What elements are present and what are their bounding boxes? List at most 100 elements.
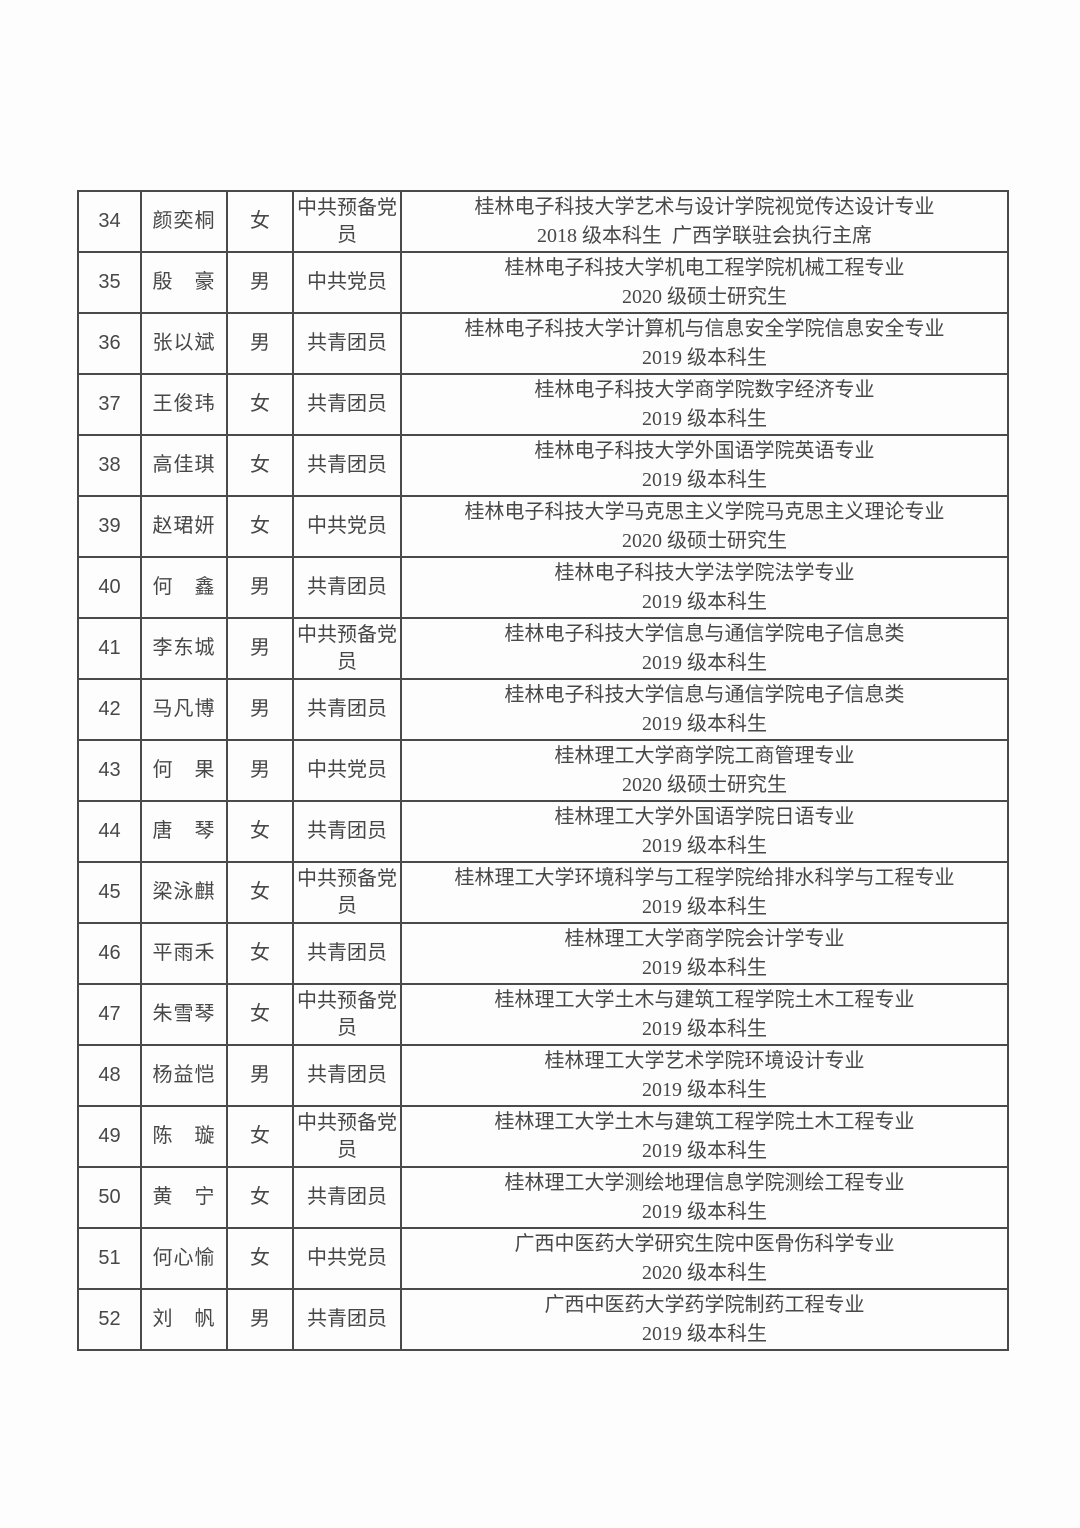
cell-number: 38 (77, 434, 142, 497)
cell-gender: 女 (226, 434, 294, 497)
cell-description: 桂林理工大学土木与建筑工程学院土木工程专业 2019 级本科生 (400, 983, 1009, 1046)
cell-description: 桂林电子科技大学法学院法学专业 2019 级本科生 (400, 556, 1009, 619)
description-line: 桂林电子科技大学机电工程学院机械工程专业 (504, 256, 905, 279)
cell-status: 共青团员 (292, 922, 402, 985)
description-line: 2019 级本科生 (642, 1322, 767, 1345)
cell-status: 中共预备党员 (292, 617, 402, 680)
cell-name: 唐 琴 (140, 800, 228, 863)
cell-number: 35 (77, 251, 142, 314)
description-line: 桂林理工大学测绘地理信息学院测绘工程专业 (504, 1171, 905, 1194)
cell-description: 桂林电子科技大学艺术与设计学院视觉传达设计专业 2018 级本科生 广西学联驻会执… (400, 190, 1009, 253)
cell-name: 马凡博 (140, 678, 228, 741)
cell-gender: 男 (226, 739, 294, 802)
cell-gender: 女 (226, 1105, 294, 1168)
cell-number: 34 (77, 190, 142, 253)
description-line: 2019 级本科生 (642, 1078, 767, 1101)
table-row: 43 何 果男中共党员 桂林理工大学商学院工商管理专业 2020 级硕士研究生 (77, 739, 1009, 802)
cell-name: 平雨禾 (140, 922, 228, 985)
cell-number: 37 (77, 373, 142, 436)
cell-gender: 男 (226, 617, 294, 680)
table-row: 40 何 鑫男共青团员 桂林电子科技大学法学院法学专业 2019 级本科生 (77, 556, 1009, 619)
table-row: 42 马凡博男共青团员 桂林电子科技大学信息与通信学院电子信息类 2019 级本科生 (77, 678, 1009, 741)
cell-description: 桂林电子科技大学信息与通信学院电子信息类 2019 级本科生 (400, 678, 1009, 741)
cell-status: 共青团员 (292, 1166, 402, 1229)
cell-name: 赵珺妍 (140, 495, 228, 558)
table-row: 35 殷 豪男中共党员 桂林电子科技大学机电工程学院机械工程专业 2020 级硕士研究… (77, 251, 1009, 314)
cell-gender: 女 (226, 922, 294, 985)
table-row: 45 梁泳麒女中共预备党员 桂林理工大学环境科学与工程学院给排水科学与工程专业 201… (77, 861, 1009, 924)
cell-name: 何 果 (140, 739, 228, 802)
description-line: 2019 级本科生 (642, 346, 767, 369)
description-line: 2019 级本科生 (642, 834, 767, 857)
cell-number: 48 (77, 1044, 142, 1107)
cell-number: 49 (77, 1105, 142, 1168)
cell-name: 黄 宁 (140, 1166, 228, 1229)
description-line: 2019 级本科生 (642, 712, 767, 735)
cell-description: 桂林理工大学测绘地理信息学院测绘工程专业 2019 级本科生 (400, 1166, 1009, 1229)
cell-number: 39 (77, 495, 142, 558)
cell-number: 50 (77, 1166, 142, 1229)
description-line: 2020 级硕士研究生 (622, 773, 787, 796)
cell-number: 45 (77, 861, 142, 924)
table-row: 51 何心愉女中共党员 广西中医药大学研究生院中医骨伤科学专业 2020 级本科生 (77, 1227, 1009, 1290)
table-row: 38 高佳琪女共青团员 桂林电子科技大学外国语学院英语专业 2019 级本科生 (77, 434, 1009, 497)
table-row: 46 平雨禾女共青团员 桂林理工大学商学院会计学专业 2019 级本科生 (77, 922, 1009, 985)
cell-status: 中共预备党员 (292, 1105, 402, 1168)
cell-number: 44 (77, 800, 142, 863)
cell-gender: 男 (226, 1288, 294, 1351)
cell-description: 桂林电子科技大学机电工程学院机械工程专业 2020 级硕士研究生 (400, 251, 1009, 314)
cell-name: 陈 璇 (140, 1105, 228, 1168)
description-line: 广西中医药大学研究生院中医骨伤科学专业 (514, 1232, 895, 1255)
description-line: 2019 级本科生 (642, 590, 767, 613)
table-row: 36 张以斌男共青团员 桂林电子科技大学计算机与信息安全学院信息安全专业 2019 级… (77, 312, 1009, 375)
cell-status: 共青团员 (292, 1044, 402, 1107)
cell-number: 41 (77, 617, 142, 680)
cell-description: 桂林理工大学环境科学与工程学院给排水科学与工程专业 2019 级本科生 (400, 861, 1009, 924)
cell-status: 共青团员 (292, 434, 402, 497)
cell-number: 51 (77, 1227, 142, 1290)
cell-status: 共青团员 (292, 1288, 402, 1351)
student-roster-table: 34 颜奕桐女中共预备党员 桂林电子科技大学艺术与设计学院视觉传达设计专业 2018 … (77, 190, 1009, 1351)
cell-name: 何 鑫 (140, 556, 228, 619)
cell-number: 43 (77, 739, 142, 802)
cell-gender: 男 (226, 1044, 294, 1107)
cell-name: 杨益恺 (140, 1044, 228, 1107)
description-line: 2020 级硕士研究生 (622, 285, 787, 308)
cell-gender: 男 (226, 312, 294, 375)
cell-status: 共青团员 (292, 678, 402, 741)
cell-gender: 女 (226, 1166, 294, 1229)
cell-status: 共青团员 (292, 800, 402, 863)
cell-name: 颜奕桐 (140, 190, 228, 253)
cell-name: 王俊玮 (140, 373, 228, 436)
cell-status: 中共预备党员 (292, 190, 402, 253)
cell-gender: 女 (226, 861, 294, 924)
cell-gender: 女 (226, 373, 294, 436)
description-line: 2020 级本科生 (642, 1261, 767, 1284)
roster-table-body: 34 颜奕桐女中共预备党员 桂林电子科技大学艺术与设计学院视觉传达设计专业 2018 … (77, 190, 1009, 1351)
cell-description: 桂林理工大学商学院工商管理专业 2020 级硕士研究生 (400, 739, 1009, 802)
description-line: 桂林电子科技大学马克思主义学院马克思主义理论专业 (464, 500, 945, 523)
description-line: 2019 级本科生 (642, 1200, 767, 1223)
description-line: 2019 级本科生 (642, 468, 767, 491)
description-line: 桂林理工大学商学院工商管理专业 (554, 744, 855, 767)
table-row: 47 朱雪琴女中共预备党员 桂林理工大学土木与建筑工程学院土木工程专业 2019 级本… (77, 983, 1009, 1046)
cell-status: 中共预备党员 (292, 861, 402, 924)
cell-name: 殷 豪 (140, 251, 228, 314)
description-line: 桂林理工大学土木与建筑工程学院土木工程专业 (494, 1110, 915, 1133)
table-row: 37 王俊玮女共青团员 桂林电子科技大学商学院数字经济专业 2019 级本科生 (77, 373, 1009, 436)
description-line: 桂林理工大学环境科学与工程学院给排水科学与工程专业 (454, 866, 955, 889)
cell-gender: 女 (226, 800, 294, 863)
description-line: 2019 级本科生 (642, 407, 767, 430)
cell-description: 桂林理工大学艺术学院环境设计专业 2019 级本科生 (400, 1044, 1009, 1107)
cell-gender: 男 (226, 251, 294, 314)
cell-status: 中共党员 (292, 1227, 402, 1290)
cell-number: 46 (77, 922, 142, 985)
cell-description: 广西中医药大学研究生院中医骨伤科学专业 2020 级本科生 (400, 1227, 1009, 1290)
description-line: 桂林理工大学艺术学院环境设计专业 (544, 1049, 865, 1072)
description-line: 2020 级硕士研究生 (622, 529, 787, 552)
description-line: 桂林理工大学商学院会计学专业 (564, 927, 845, 950)
cell-name: 高佳琪 (140, 434, 228, 497)
cell-number: 36 (77, 312, 142, 375)
description-line: 2019 级本科生 (642, 895, 767, 918)
